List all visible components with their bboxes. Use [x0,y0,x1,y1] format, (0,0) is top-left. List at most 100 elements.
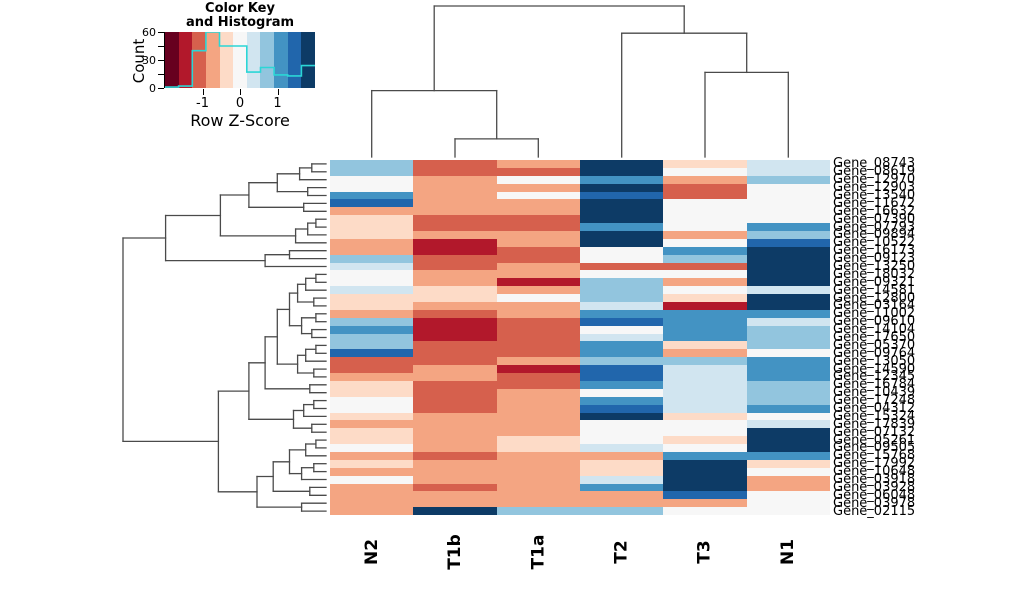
heatmap-cell [746,459,830,468]
heatmap-cell [663,475,747,484]
zscore-tick [240,89,241,95]
row-label: Gene_07390 [833,211,916,227]
heatmap-cell [413,467,497,476]
heatmap-row [330,207,830,216]
heatmap-cell [746,499,830,508]
column-dendrogram [371,5,789,158]
heatmap-row [330,349,830,358]
heatmap-cell [496,207,580,216]
zscore-tick [277,89,279,95]
heatmap-row [330,412,830,421]
heatmap-cell [663,341,747,350]
count-axis-line [164,32,165,88]
heatmap-row [330,436,830,445]
heatmap-cell [413,254,497,263]
heatmap-cell [330,223,414,232]
heatmap-row [330,231,830,239]
heatmap-row [330,404,830,413]
row-label: Gene_03164 [833,298,916,314]
heatmap-cell [746,191,830,200]
heatmap-cell [330,388,414,397]
heatmap-cell [330,175,414,184]
heatmap-cell [330,365,414,374]
heatmap-cell [330,325,414,334]
heatmap-cell [663,483,747,492]
heatmap-cell [579,254,664,263]
heatmap-cell [746,246,830,255]
heatmap-row [330,302,830,310]
row-label: Gene_02115 [833,503,916,519]
heatmap-row [330,317,830,326]
heatmap-cell [496,341,580,350]
heatmap-cell [579,357,664,366]
heatmap-cell [413,380,497,389]
heatmap-cell [496,357,580,366]
count-tick [158,32,164,33]
row-label: Gene_09764 [833,345,916,361]
color-key-title: Color Key and Histogram [155,2,325,30]
column-label-text: T3 [695,540,715,564]
heatmap-cell [496,428,580,437]
heatmap-cell [746,294,830,303]
color-key-bar [165,32,316,88]
heatmap-cell [413,499,497,508]
row-label: Gene_05261 [833,432,916,448]
heatmap-cell [496,507,580,516]
heatmap-row [330,278,830,287]
heatmap-cell [330,475,414,484]
heatmap-cell [746,341,830,350]
row-label: Gene_12800 [833,290,916,306]
heatmap-cell [579,231,664,239]
heatmap-cell [330,278,414,287]
color-key-swatch [205,32,220,88]
heatmap-cell [496,365,580,374]
heatmap-cell [496,333,580,342]
heatmap-cell [413,302,497,310]
heatmap-cell [496,231,580,239]
heatmap-cell [746,404,830,413]
heatmap-cell [330,160,414,168]
heatmap-cell [496,499,580,508]
heatmap-cell [330,191,414,200]
heatmap-row [330,388,830,397]
color-key-swatch [274,32,288,88]
heatmap-cell [579,404,664,413]
heatmap-row [330,191,830,200]
heatmap-cell [413,175,497,184]
zscore-tick-label: 1 [273,96,282,111]
row-label: Gene_11672 [833,195,916,211]
heatmap-cell [579,199,664,208]
heatmap-cell [330,286,414,295]
heatmap-cell [663,396,747,405]
heatmap-row [330,309,830,318]
heatmap-cell [413,191,497,200]
heatmap-row [330,459,830,468]
heatmap-cell [330,309,414,318]
row-label: Gene_09894 [833,227,916,243]
heatmap-cell [663,262,747,271]
heatmap-row [330,325,830,334]
heatmap-cell [579,420,664,429]
heatmap-cell [579,183,664,192]
heatmap-cell [579,491,664,500]
heatmap-cell [663,160,747,168]
heatmap-cell [413,491,497,500]
heatmap-cell [579,270,664,279]
heatmap-row [330,286,830,295]
heatmap-cell [663,380,747,389]
row-label: Gene_07132 [833,424,916,440]
heatmap-cell [413,246,497,255]
heatmap-cell [496,254,580,263]
heatmap-cell [330,167,414,176]
heatmap-cell [579,428,664,437]
heatmap-cell [746,357,830,366]
heatmap-cell [496,262,580,271]
heatmap-cell [579,507,664,516]
heatmap-cell [413,475,497,484]
heatmap-row [330,420,830,429]
heatmap-cell [579,294,664,303]
heatmap-cell [663,459,747,468]
row-label: Gene_13050 [833,353,916,369]
heatmap-cell [579,302,664,310]
heatmap-cell [746,388,830,397]
